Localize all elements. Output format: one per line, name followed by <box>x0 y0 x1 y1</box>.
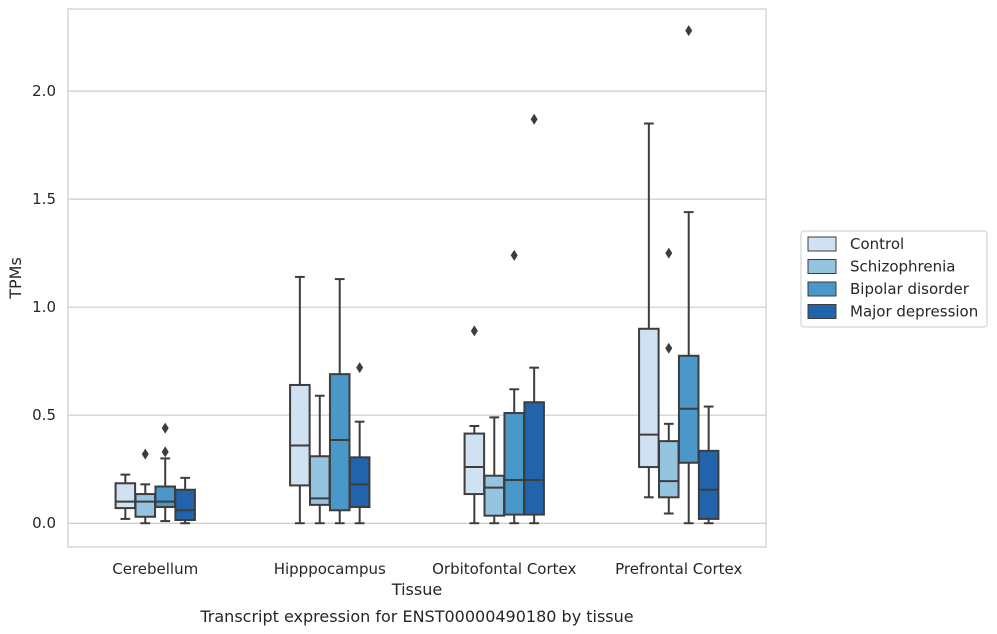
legend-label: Major depression <box>850 303 978 321</box>
box-iqr <box>328 373 351 512</box>
chart-caption: Transcript expression for ENST0000049018… <box>199 607 633 626</box>
outlier-point <box>530 113 538 125</box>
legend-frame <box>800 230 988 328</box>
box-2-0 <box>463 325 486 525</box>
box-iqr <box>154 485 176 509</box>
outlier-point <box>161 422 169 434</box>
outlier-point <box>356 362 364 374</box>
y-tick-label: 2.0 <box>32 82 56 100</box>
box-iqr <box>638 327 660 469</box>
box-iqr <box>463 432 486 496</box>
y-tick-label: 1.0 <box>32 298 56 316</box>
legend: Control Schizophrenia Bipolar disorder Majo… <box>800 230 988 328</box>
box-3-3 <box>697 405 720 525</box>
box-iqr <box>658 440 680 499</box>
outlier-point <box>161 446 169 458</box>
box-3-0 <box>638 122 660 499</box>
box-iqr <box>289 383 311 487</box>
box-0-1 <box>134 448 157 525</box>
legend-swatch <box>807 259 837 274</box>
x-tick-label: Hipppocampus <box>274 560 386 578</box>
outlier-point <box>470 325 478 337</box>
box-iqr <box>483 474 506 517</box>
x-axis-ticks: Cerebellum Hipppocampus Orbitofontal Corte… <box>112 560 742 578</box>
y-tick-label: 1.5 <box>32 190 56 208</box>
box-iqr <box>114 482 137 510</box>
box-1-0 <box>289 275 311 525</box>
y-axis-label: TPMs <box>6 257 25 300</box>
outlier-point <box>665 342 673 354</box>
legend-label: Schizophrenia <box>850 258 955 276</box>
box-iqr <box>348 456 371 509</box>
box-0-2 <box>154 422 176 523</box>
x-tick-label: Prefrontal Cortex <box>615 560 742 578</box>
legend-swatch <box>807 304 837 319</box>
legend-swatch <box>807 281 837 297</box>
box-0-0 <box>114 473 137 520</box>
x-tick-label: Orbitofontal Cortex <box>432 560 576 578</box>
box-iqr <box>503 412 525 516</box>
box-0-3 <box>174 476 196 525</box>
outlier-point <box>665 247 673 259</box>
box-2-3 <box>523 113 545 525</box>
box-iqr <box>697 449 720 520</box>
outlier-point <box>685 25 693 37</box>
box-3-2 <box>677 25 700 525</box>
y-axis-ticks: 0.0 0.5 1.0 1.5 2.0 <box>32 82 56 532</box>
box-iqr <box>174 488 196 521</box>
x-tick-label: Cerebellum <box>112 560 198 578</box>
legend-label: Bipolar disorder <box>850 280 970 298</box>
box-1-1 <box>309 394 331 525</box>
box-groups <box>114 25 720 525</box>
box-iqr <box>523 401 545 516</box>
box-3-1 <box>658 247 680 515</box>
legend-swatch <box>807 236 837 252</box>
y-tick-label: 0.5 <box>32 406 56 424</box>
legend-label: Control <box>850 235 904 253</box>
box-1-2 <box>328 278 351 525</box>
y-tick-label: 0.0 <box>32 514 56 532</box>
x-axis-label: Tissue <box>391 580 442 599</box>
box-iqr <box>134 493 157 518</box>
outlier-point <box>141 448 149 460</box>
outlier-point <box>510 249 518 261</box>
box-1-3 <box>348 362 371 525</box>
